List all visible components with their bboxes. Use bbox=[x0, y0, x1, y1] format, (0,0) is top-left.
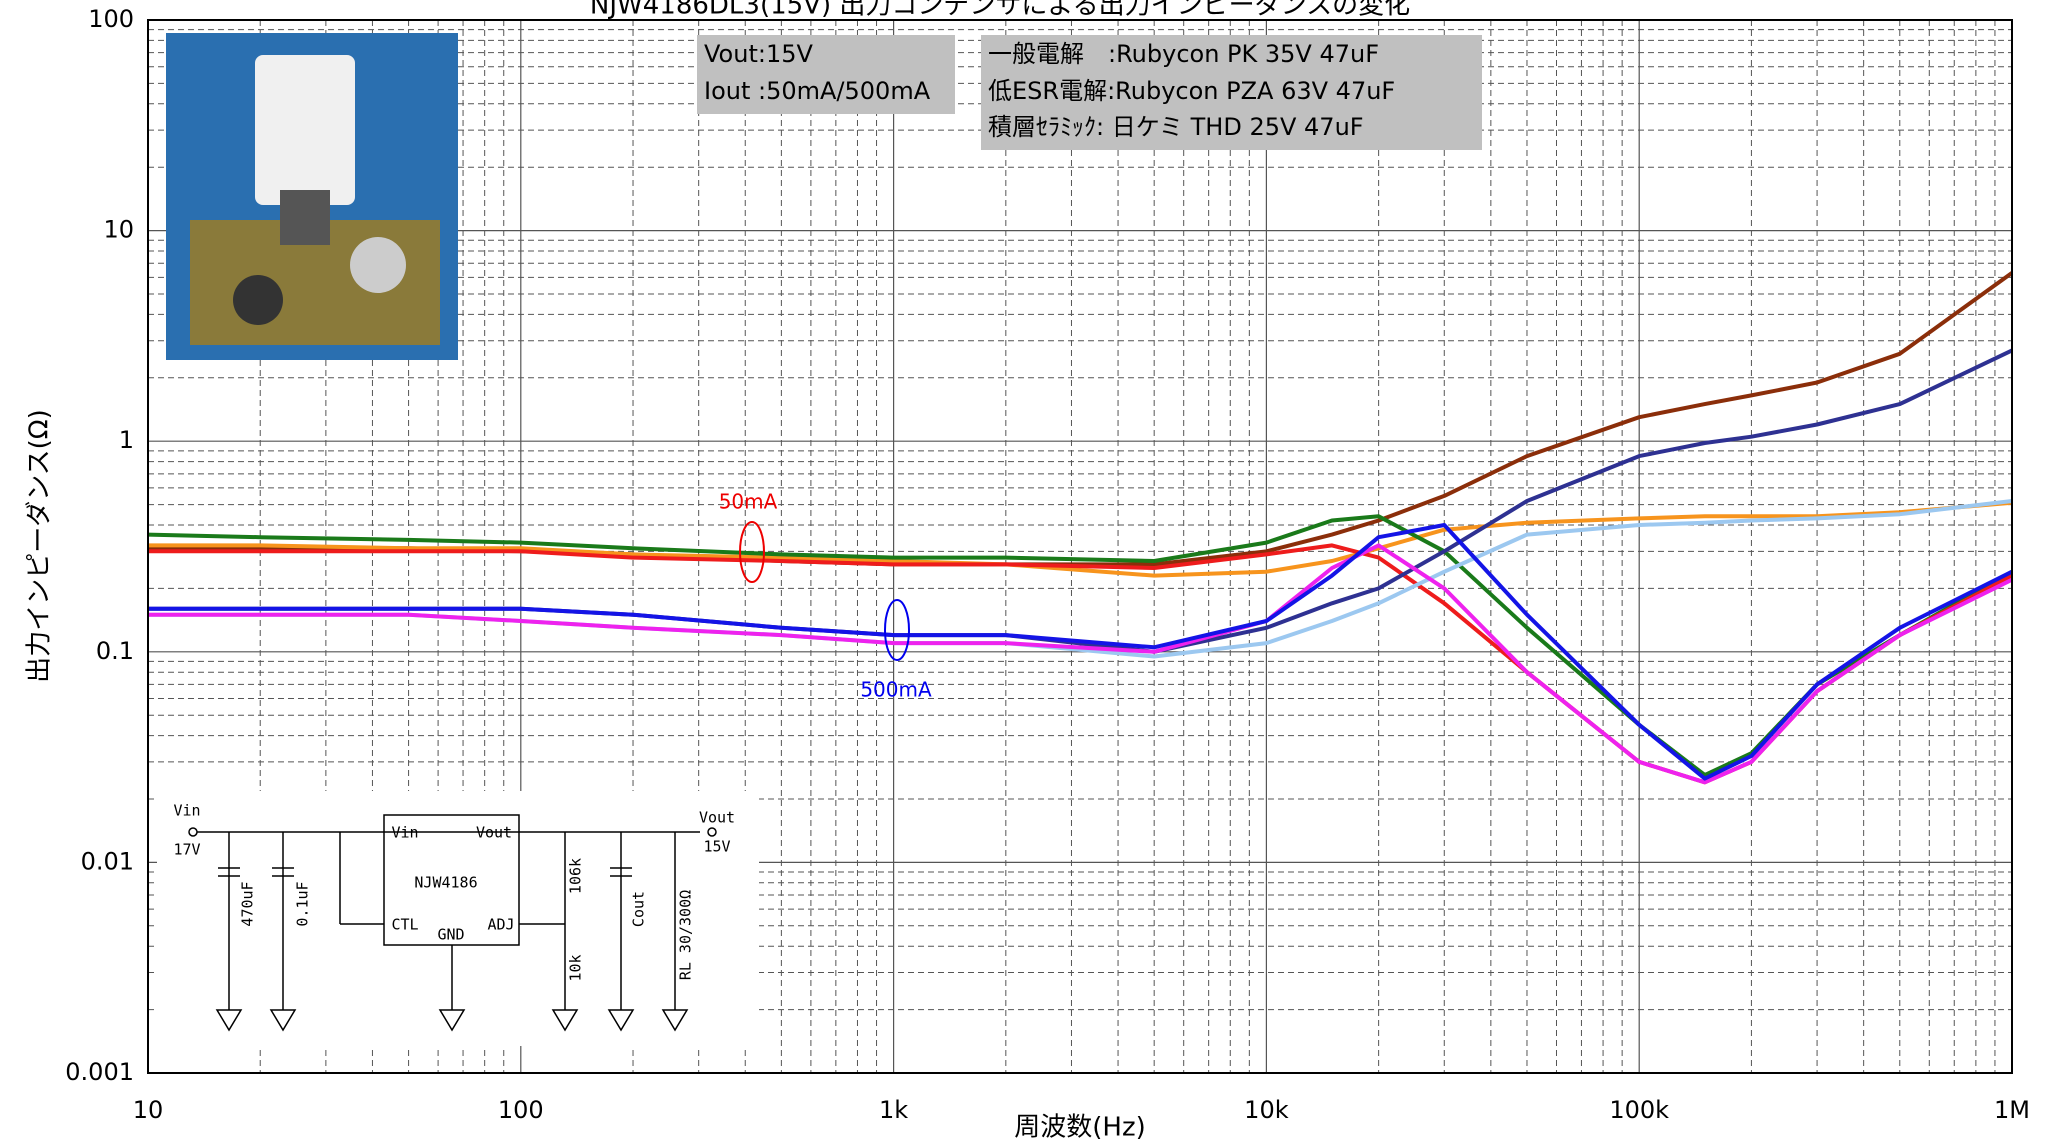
schematic-label: 15V bbox=[703, 838, 730, 856]
y-axis-label: 出力インピーダンス(Ω) bbox=[25, 409, 55, 683]
chart-title: NJW4186DL3(15V) 出力コンデンサによる出力インピーダンスの変化 bbox=[590, 0, 1410, 21]
schematic-label: Vout bbox=[476, 824, 512, 842]
x-tick-label: 1M bbox=[1994, 1096, 2030, 1124]
y-tick-label: 10 bbox=[103, 216, 134, 244]
series-line bbox=[148, 523, 2013, 781]
x-axis-label: 周波数(Hz) bbox=[1014, 1113, 1146, 1143]
annotation: 低ESR電解:Rubycon PZA 63V 47uF bbox=[988, 77, 1395, 105]
schematic-label: 10k bbox=[567, 954, 585, 981]
annotation-box bbox=[981, 35, 1482, 150]
schematic-label: Vout bbox=[699, 809, 735, 827]
schematic-label: Cout bbox=[630, 891, 648, 927]
x-tick-label: 100 bbox=[498, 1096, 544, 1124]
series-line bbox=[148, 543, 2013, 785]
group-ellipse bbox=[739, 521, 765, 583]
y-tick-label: 0.01 bbox=[81, 847, 134, 875]
schematic-label: GND bbox=[437, 926, 464, 944]
annotation: 50mA bbox=[719, 490, 778, 514]
y-tick-label: 0.001 bbox=[65, 1058, 134, 1086]
schematic-labels: Vin 17V 470uF 0.1uF NJW4186 Vin Vout CTL GND ADJ 1… bbox=[173, 802, 735, 982]
annotation: 500mA bbox=[860, 678, 932, 702]
annotation: Iout :50mA/500mA bbox=[704, 77, 931, 105]
schematic bbox=[157, 791, 759, 1046]
grid bbox=[147, 19, 2013, 1074]
y-tick-label: 0.1 bbox=[96, 637, 134, 665]
lines bbox=[147, 271, 2014, 785]
y-tick-label: 100 bbox=[88, 5, 134, 33]
series-line bbox=[147, 514, 2013, 777]
schematic-label: RL 30/300Ω bbox=[677, 890, 695, 980]
x-tick-label: 100k bbox=[1609, 1096, 1669, 1124]
schematic-label: 470uF bbox=[239, 881, 257, 926]
schematic-label: 106k bbox=[567, 858, 585, 894]
photo bbox=[166, 33, 458, 360]
group-ellipse bbox=[884, 599, 910, 661]
schematic-label: 0.1uF bbox=[294, 881, 312, 926]
plot-frame bbox=[147, 19, 2013, 1074]
schematic-label: NJW4186 bbox=[414, 874, 477, 892]
x-tick-label: 10k bbox=[1244, 1096, 1289, 1124]
schematic-label: ADJ bbox=[487, 916, 514, 934]
schematic-label: Vin bbox=[173, 802, 200, 820]
schematic-label: CTL bbox=[391, 916, 418, 934]
x-tick-label: 10 bbox=[133, 1096, 164, 1124]
schematic-label: Vin bbox=[391, 824, 418, 842]
annotation: 一般電解 :Rubycon PK 35V 47uF bbox=[988, 40, 1379, 68]
x-tick-label: 1k bbox=[879, 1096, 908, 1124]
annotation: Vout:15V bbox=[704, 40, 813, 68]
annotation-box bbox=[697, 35, 955, 114]
y-tick-label: 1 bbox=[119, 426, 134, 454]
series-line bbox=[148, 500, 2013, 578]
annotation: 積層ｾﾗﾐｯｸ: 日ケミ THD 25V 47uF bbox=[988, 113, 1364, 141]
schematic-label: 17V bbox=[173, 841, 200, 859]
